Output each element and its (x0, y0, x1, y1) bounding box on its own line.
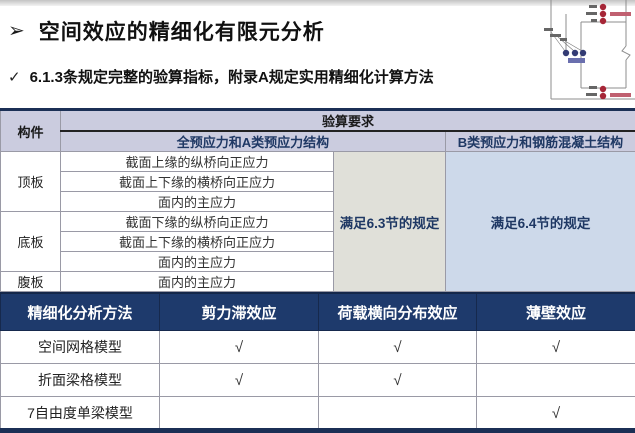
full-prestress-a-header: 全预应力和A类预应力结构 (60, 130, 446, 152)
method-folded-beam-grid-model: 折面梁格模型 (0, 363, 160, 397)
component-web: 腹板 (0, 271, 61, 292)
check-cell: √ (159, 363, 319, 397)
tiny-red-label-marks (610, 12, 631, 97)
check-cell: √ (318, 330, 477, 364)
check-cell (318, 396, 477, 430)
check-item: 截面上缘的纵桥向正应力 (60, 151, 334, 172)
check-item: 截面下缘的纵桥向正应力 (60, 211, 334, 232)
page-title: 空间效应的精细化有限元分析 (38, 21, 325, 44)
check-item: 面内的主应力 (60, 251, 334, 272)
page-title-row: ➢ 空间效应的精细化有限元分析 (8, 16, 325, 46)
component-bottom-slab: 底板 (0, 211, 61, 272)
slide-top-edge (0, 0, 635, 6)
transverse-distribution-header: 荷载横向分布效应 (318, 292, 477, 331)
component-column-header: 构件 (0, 109, 61, 152)
break-mark (621, 45, 631, 61)
check-cell: √ (318, 363, 477, 397)
verification-requirements-header: 验算要求 (60, 109, 635, 132)
check-cell (159, 396, 319, 430)
check-item: 面内的主应力 (60, 191, 334, 212)
table-bottom-border (0, 428, 635, 433)
thin-wall-header: 薄壁效应 (476, 292, 635, 331)
table-row: 空间网格模型 √ √ √ (0, 330, 635, 364)
requirement-section-6-4: 满足6.4节的规定 (445, 151, 635, 292)
methods-column-header: 精细化分析方法 (0, 292, 160, 331)
check-item: 截面上下缘的横桥向正应力 (60, 231, 334, 252)
check-cell: √ (476, 330, 635, 364)
box-girder-section-detail-diagram (544, 0, 635, 100)
check-cell: √ (476, 396, 635, 430)
method-spatial-grid-model: 空间网格模型 (0, 330, 160, 364)
page-subtitle-row: ✓ 6.1.3条规定完整的验算指标，附录A规定实用精细化计算方法 (8, 66, 434, 87)
table-row: 7自由度单梁模型 √ (0, 396, 635, 430)
check-item: 截面上下缘的横桥向正应力 (60, 171, 334, 192)
method-7dof-single-beam-model: 7自由度单梁模型 (0, 396, 160, 430)
shear-lag-header: 剪力滞效应 (159, 292, 319, 331)
check-cell (476, 363, 635, 397)
requirement-section-6-3: 满足6.3节的规定 (333, 151, 446, 292)
check-item: 面内的主应力 (60, 271, 334, 292)
blue-check-point-dots (562, 49, 587, 57)
tiny-label-marks (544, 5, 597, 96)
check-bullet-icon: ✓ (8, 68, 21, 86)
page-subtitle: 6.1.3条规定完整的验算指标，附录A规定实用精细化计算方法 (29, 69, 434, 86)
analysis-methods-table: 精细化分析方法 剪力滞效应 荷载横向分布效应 薄壁效应 空间网格模型 √ √ √… (0, 292, 635, 430)
tiny-blue-label-mark (568, 58, 585, 63)
table-row: 折面梁格模型 √ √ (0, 363, 635, 397)
check-cell: √ (159, 330, 319, 364)
b-prestress-rc-header: B类预应力和钢筋混凝土结构 (445, 130, 635, 152)
component-top-slab: 顶板 (0, 151, 61, 212)
arrow-bullet-icon: ➢ (8, 20, 25, 42)
red-check-point-dots (599, 3, 607, 100)
verification-requirements-table: 构件 验算要求 全预应力和A类预应力结构 B类预应力和钢筋混凝土结构 顶板 截面… (0, 108, 635, 292)
